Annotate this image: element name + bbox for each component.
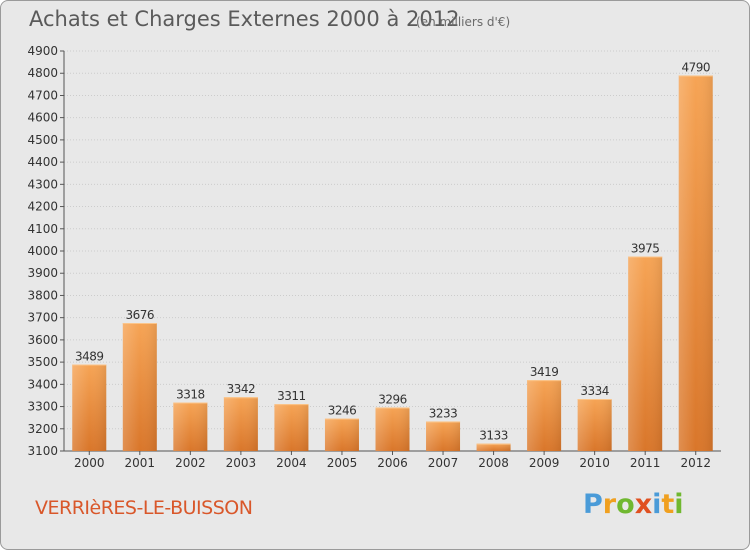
x-tick-label: 2006 bbox=[377, 456, 408, 470]
data-label: 3342 bbox=[227, 382, 256, 396]
data-label: 3133 bbox=[479, 429, 508, 443]
data-labels: 3489 3676 3318 3342 3311 3246 3296 3233 3133 3419… bbox=[75, 60, 711, 443]
y-tick-label: 4100 bbox=[27, 222, 58, 236]
bar-shade-2012 bbox=[678, 75, 713, 451]
y-tick-label: 4900 bbox=[27, 44, 58, 58]
y-tick-label: 4800 bbox=[27, 66, 58, 80]
y-tick-label: 3600 bbox=[27, 333, 58, 347]
y-tick-label: 4700 bbox=[27, 88, 58, 102]
chart-title: Achats et Charges Externes 2000 à 2012 bbox=[29, 7, 460, 31]
y-tick-label: 3100 bbox=[27, 444, 58, 458]
y-tick-label: 4000 bbox=[27, 244, 58, 258]
y-tick-label: 4200 bbox=[27, 200, 58, 214]
proxiti-logo: Proxiti bbox=[583, 489, 684, 520]
data-label: 3233 bbox=[429, 406, 458, 420]
x-tick-label: 2008 bbox=[478, 456, 509, 470]
x-tick-label: 2003 bbox=[226, 456, 257, 470]
logo-letter: r bbox=[602, 489, 617, 520]
bar-shade-2001 bbox=[122, 323, 157, 451]
y-tick-label: 4400 bbox=[27, 155, 58, 169]
logo-letter: x bbox=[634, 489, 653, 520]
x-tick-label: 2004 bbox=[276, 456, 307, 470]
bar-shade-2006 bbox=[375, 407, 410, 451]
x-tick-label: 2001 bbox=[125, 456, 156, 470]
bar-shade-2011 bbox=[628, 256, 663, 451]
y-tick-label: 3400 bbox=[27, 377, 58, 391]
x-tick-label: 2007 bbox=[428, 456, 459, 470]
data-label: 3246 bbox=[328, 404, 357, 418]
logo-letter: t bbox=[661, 489, 675, 520]
commune-name: VERRIèRES-LE-BUISSON bbox=[35, 497, 253, 519]
data-label: 3489 bbox=[75, 350, 104, 364]
x-tick-label: 2002 bbox=[175, 456, 206, 470]
y-tick-label: 4300 bbox=[27, 177, 58, 191]
data-label: 3975 bbox=[631, 242, 660, 256]
bar-shade-2002 bbox=[173, 402, 208, 451]
bar-shade-2003 bbox=[223, 397, 258, 451]
data-label: 4790 bbox=[681, 60, 710, 74]
data-label: 3676 bbox=[126, 308, 155, 322]
data-label: 3419 bbox=[530, 365, 559, 379]
logo-letter: o bbox=[616, 489, 635, 520]
grid-lines bbox=[64, 50, 721, 452]
y-tick-label: 3300 bbox=[27, 400, 58, 414]
x-tick-label: 2010 bbox=[579, 456, 610, 470]
logo-letter: P bbox=[583, 489, 603, 520]
logo-letter: i bbox=[652, 489, 662, 520]
x-tick-label: 2005 bbox=[327, 456, 358, 470]
y-tick-label: 3700 bbox=[27, 311, 58, 325]
bar-shade-2008 bbox=[476, 443, 511, 451]
y-tick-label: 3800 bbox=[27, 288, 58, 302]
x-tick-label: 2009 bbox=[529, 456, 560, 470]
data-label: 3296 bbox=[378, 392, 407, 406]
bar-shade-2010 bbox=[577, 399, 612, 451]
y-tick-label: 4600 bbox=[27, 111, 58, 125]
bar-shade-2009 bbox=[527, 380, 562, 451]
logo-letter: i bbox=[674, 489, 684, 520]
y-tick-label: 3900 bbox=[27, 266, 58, 280]
bar-shade-2000 bbox=[72, 364, 107, 451]
x-tick-label: 2012 bbox=[680, 456, 711, 470]
bars bbox=[72, 75, 713, 451]
y-tick-label: 3500 bbox=[27, 355, 58, 369]
plot-area bbox=[64, 51, 721, 451]
y-tick-label: 3200 bbox=[27, 422, 58, 436]
x-tick-label: 2011 bbox=[630, 456, 661, 470]
data-label: 3318 bbox=[176, 388, 205, 402]
data-label: 3311 bbox=[277, 389, 306, 403]
bar-shade-2004 bbox=[274, 404, 309, 451]
chart-subtitle: (en milliers d'€) bbox=[416, 15, 511, 29]
bar-shade-2005 bbox=[324, 418, 359, 451]
data-label: 3334 bbox=[580, 384, 609, 398]
x-tick-label: 2000 bbox=[74, 456, 105, 470]
bar-shade-2007 bbox=[426, 421, 461, 451]
y-tick-label: 4500 bbox=[27, 133, 58, 147]
